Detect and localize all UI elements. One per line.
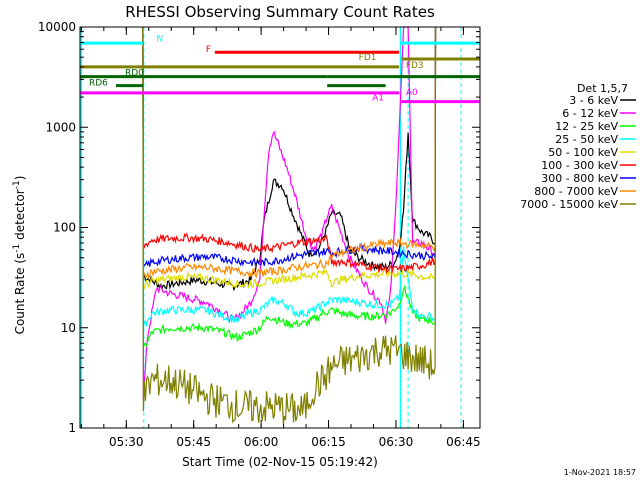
- y-tick-label: 100: [53, 221, 76, 235]
- plot-area: N F FD1 FD3 RD0 RD6 A1 A0: [80, 26, 480, 428]
- state-label: FD1: [359, 53, 377, 63]
- series-line: [142, 26, 437, 401]
- ylabel-sup1: -1: [12, 244, 22, 253]
- series-line: [142, 26, 437, 279]
- legend-entry-label: 300 - 800 keV: [541, 172, 618, 185]
- series-line: [142, 26, 437, 328]
- legend-entry-label: 7000 - 15000 keV: [520, 198, 618, 211]
- ylabel-mid: detector: [13, 189, 27, 244]
- ylabel-main: Count Rate (s: [13, 253, 27, 335]
- y-tick-label: 10000: [38, 20, 76, 34]
- series-line: [142, 26, 437, 292]
- legend-entry-label: 800 - 7000 keV: [534, 185, 618, 198]
- legend-entry-label: 100 - 300 keV: [541, 159, 618, 172]
- legend-entry-label: 50 - 100 keV: [548, 146, 618, 159]
- x-tick-label: 06:00: [244, 435, 279, 449]
- x-tick-label: 05:30: [109, 435, 144, 449]
- x-tick-label: 06:30: [379, 435, 414, 449]
- x-tick-label: 05:45: [176, 435, 211, 449]
- x-tick-label: 06:45: [446, 435, 481, 449]
- series-line: [142, 26, 437, 425]
- state-label: A1: [372, 93, 384, 103]
- series-line: [142, 26, 437, 348]
- axes: 1 10 100 1000 10000 05:30 05:45 06:00 06:15 06:30…: [38, 20, 481, 449]
- svg-text:Count Rate (s-1 detector-1): Count Rate (s-1 detector-1): [12, 176, 27, 335]
- series-line: [142, 26, 437, 275]
- footer-timestamp: 1-Nov-2021 18:57: [564, 468, 636, 477]
- legend-entry-label: 6 - 12 keV: [562, 107, 618, 120]
- chart-title: RHESSI Observing Summary Count Rates: [125, 3, 435, 21]
- ylabel-sup2: -1: [12, 180, 22, 189]
- legend-entry-label: 3 - 6 keV: [569, 94, 618, 107]
- legend-entry-label: 12 - 25 keV: [555, 120, 618, 133]
- state-label: FD3: [406, 61, 424, 71]
- series-line: [142, 26, 437, 290]
- legend-entry-label: 25 - 50 keV: [555, 133, 618, 146]
- series-line: [142, 26, 437, 267]
- y-tick-label: 10: [61, 321, 76, 335]
- y-tick-label: 1: [68, 421, 76, 435]
- state-label: N: [156, 34, 163, 44]
- y-axis-label: Count Rate (s-1 detector-1): [12, 176, 27, 335]
- state-label: A0: [406, 88, 418, 98]
- x-axis-label: Start Time (02-Nov-15 05:19:42): [182, 455, 378, 469]
- legend-title: Det 1,5,7: [577, 82, 628, 95]
- state-label: RD0: [125, 68, 144, 78]
- y-tick-label: 1000: [45, 120, 76, 134]
- x-tick-label: 06:15: [311, 435, 346, 449]
- ylabel-end: ): [13, 176, 27, 181]
- state-label: RD6: [89, 79, 108, 89]
- state-label: F: [206, 45, 211, 55]
